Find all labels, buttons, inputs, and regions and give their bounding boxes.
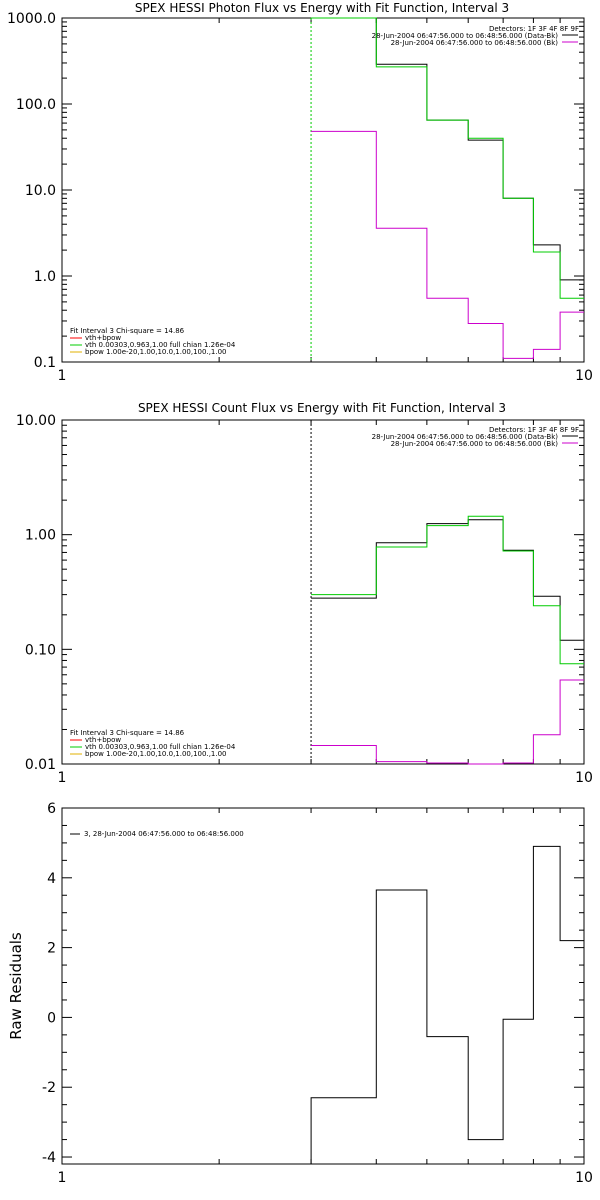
count-flux-tick-marks (61, 419, 585, 765)
legend-bk-entry: 28-Jun-2004 06:47:56.000 to 06:48:56.000… (391, 39, 559, 47)
y-tick-label: 0 (47, 1010, 56, 1026)
photon-flux-legend-right: Detectors: 1F 3F 4F 8F 9F 28-Jun-2004 06… (372, 25, 579, 47)
legend-data-entry: 28-Jun-2004 06:47:56.000 to 06:48:56.000… (372, 433, 559, 441)
series-2-step-line (311, 679, 584, 765)
series-0-step-line (310, 845, 584, 1164)
y-tick-label: 1.00 (25, 528, 56, 544)
y-tick-label: 0.10 (25, 642, 56, 658)
legend-fit-interval: Fit Interval 3 Chi-square = 14.86 (70, 729, 185, 737)
legend-vth-entry: vth 0.00303,0.963,1.00 full chian 1.26e-… (85, 743, 236, 751)
legend-bk-entry: 28-Jun-2004 06:47:56.000 to 06:48:56.000… (391, 440, 559, 448)
y-tick-label: 6 (47, 801, 56, 817)
residuals-plot-frame (61, 807, 585, 1165)
legend-bpow-entry: bpow 1.00e-20,1.00,10.0,1.00,100.,1.00 (85, 750, 227, 758)
residuals-y-axis-label: Raw Residuals (7, 932, 25, 1040)
residuals-series (310, 845, 584, 1164)
residuals-panel: Raw Residuals -4 -2 0 2 4 6 1 10 3, 28-Jun-200… (7, 801, 593, 1186)
y-tick-label: 4 (47, 871, 56, 887)
legend-vth-entry: vth 0.00303,0.963,1.00 full chian 1.26e-… (85, 341, 236, 349)
series-0-step-line (311, 17, 584, 281)
count-flux-legend-right: Detectors: 1F 3F 4F 8F 9F 28-Jun-2004 06… (372, 426, 579, 448)
photon-flux-x-tick-labels: 1 10 (58, 368, 593, 384)
residuals-legend: 3, 28-Jun-2004 06:47:56.000 to 06:48:56.… (70, 830, 244, 838)
residuals-y-tick-labels: -4 -2 0 2 4 6 (42, 801, 56, 1166)
count-flux-legend-left: Fit Interval 3 Chi-square = 14.86 vth+bp… (70, 729, 236, 758)
y-tick-label: 1000.0 (7, 11, 56, 27)
x-tick-label: 1 (58, 368, 67, 384)
count-flux-panel: SPEX HESSI Count Flux vs Energy with Fit… (16, 401, 593, 786)
y-tick-label: 0.1 (34, 355, 56, 371)
legend-total-entry: vth+bpow (85, 736, 121, 744)
photon-flux-series (311, 17, 584, 359)
series-1-step-line (311, 17, 584, 299)
photon-flux-legend-left: Fit Interval 3 Chi-square = 14.86 vth+bp… (70, 327, 236, 356)
x-tick-label: 10 (575, 770, 593, 786)
y-tick-label: 2 (47, 941, 56, 957)
y-tick-label: 0.01 (25, 757, 56, 773)
photon-flux-title: SPEX HESSI Photon Flux vs Energy with Fi… (135, 1, 509, 15)
legend-bpow-entry: bpow 1.00e-20,1.00,10.0,1.00,100.,1.00 (85, 348, 227, 356)
y-tick-label: -4 (42, 1150, 56, 1166)
count-flux-x-tick-labels: 1 10 (58, 770, 593, 786)
legend-detectors: Detectors: 1F 3F 4F 8F 9F (489, 426, 579, 434)
residuals-x-tick-labels: 1 10 (58, 1170, 593, 1186)
legend-total-entry: vth+bpow (85, 334, 121, 342)
legend-data-entry: 28-Jun-2004 06:47:56.000 to 06:48:56.000… (372, 32, 559, 40)
series-1-step-line (311, 515, 584, 665)
y-tick-label: 10.0 (25, 183, 56, 199)
count-flux-y-tick-labels: 0.01 0.10 1.00 10.00 (16, 413, 56, 773)
photon-flux-y-tick-labels: 0.1 1.0 10.0 100.0 1000.0 (7, 11, 56, 371)
x-tick-label: 1 (58, 770, 67, 786)
series-2-step-line (311, 130, 584, 359)
y-tick-label: 1.0 (34, 269, 56, 285)
y-tick-label: 100.0 (16, 97, 56, 113)
legend-fit-interval: Fit Interval 3 Chi-square = 14.86 (70, 327, 185, 335)
y-tick-label: -2 (42, 1080, 56, 1096)
photon-flux-panel: SPEX HESSI Photon Flux vs Energy with Fi… (7, 1, 593, 384)
legend-detectors: Detectors: 1F 3F 4F 8F 9F (489, 25, 579, 33)
count-flux-title: SPEX HESSI Count Flux vs Energy with Fit… (138, 401, 506, 415)
x-tick-label: 10 (575, 1170, 593, 1186)
y-tick-label: 10.00 (16, 413, 56, 429)
photon-flux-tick-marks (61, 17, 585, 363)
count-flux-series (311, 515, 584, 765)
residuals-legend-entry: 3, 28-Jun-2004 06:47:56.000 to 06:48:56.… (84, 830, 244, 838)
x-tick-label: 10 (575, 368, 593, 384)
series-0-step-line (311, 519, 584, 641)
x-tick-label: 1 (58, 1170, 67, 1186)
count-flux-plot-frame (61, 419, 585, 765)
